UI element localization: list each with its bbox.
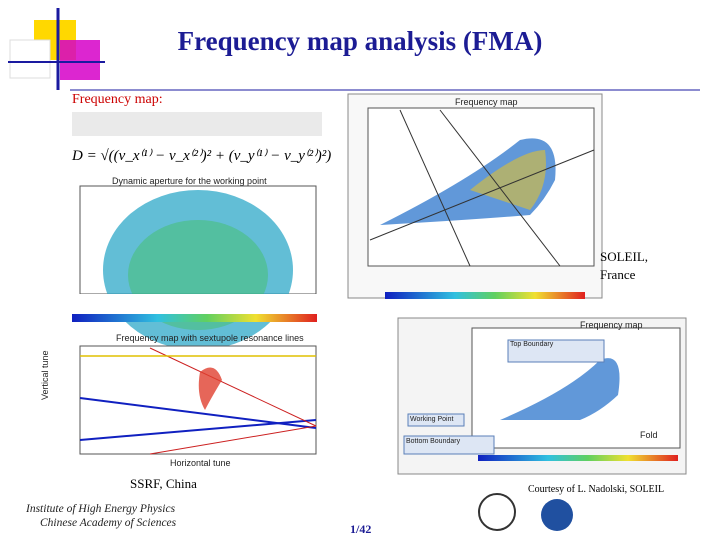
deco-square xyxy=(60,40,100,80)
page-number: 1/42 xyxy=(350,522,372,536)
callout: Top Boundary xyxy=(510,341,554,348)
callout-box xyxy=(407,413,465,427)
resonance-line xyxy=(369,149,595,241)
logo xyxy=(478,493,516,531)
callout: Bottom Boundary xyxy=(406,438,461,445)
slide-title: Frequency map analysis (FMA) xyxy=(177,26,543,56)
formula-image xyxy=(72,112,322,136)
caption: SOLEIL, France xyxy=(600,249,649,282)
institute-name: Institute of High Energy Physics xyxy=(26,503,176,515)
section-label: Frequency map: xyxy=(72,92,163,107)
resonance-line xyxy=(79,419,317,441)
resonance-line xyxy=(149,347,317,427)
plot-title: Frequency map xyxy=(580,320,643,330)
axis-label: Horizontal tune xyxy=(170,458,231,468)
plot-title: Dynamic aperture for the working point xyxy=(112,176,267,186)
deco-square xyxy=(9,39,51,79)
caption: SSRF, China xyxy=(130,476,197,491)
plot-title: Frequency map with sextupole resonance l… xyxy=(116,333,304,343)
callout-box xyxy=(507,339,605,363)
tune-footprint xyxy=(500,358,620,420)
institute-name: Chinese Academy of Sciences xyxy=(40,517,177,529)
resonance-line xyxy=(399,109,471,267)
aperture-plot xyxy=(70,294,330,314)
callout: Working Point xyxy=(410,416,454,423)
credit: Courtesy of L. Nadolski, SOLEIL xyxy=(528,484,665,495)
plot-title: Frequency map xyxy=(455,97,518,107)
colorbar xyxy=(478,455,678,461)
tune-footprint xyxy=(198,367,222,410)
formula: D = √((ν_x⁽¹⁾ − ν_x⁽²⁾)² + (ν_y⁽¹⁾ − ν_y… xyxy=(72,148,332,164)
axis-label: Vertical tune xyxy=(40,350,50,400)
callout-box xyxy=(403,435,495,455)
callout: Fold xyxy=(640,430,658,440)
colorbar xyxy=(385,292,585,299)
resonance-line xyxy=(149,425,317,455)
logo xyxy=(541,499,573,531)
colorbar xyxy=(72,314,317,322)
tune-footprint xyxy=(470,150,546,210)
